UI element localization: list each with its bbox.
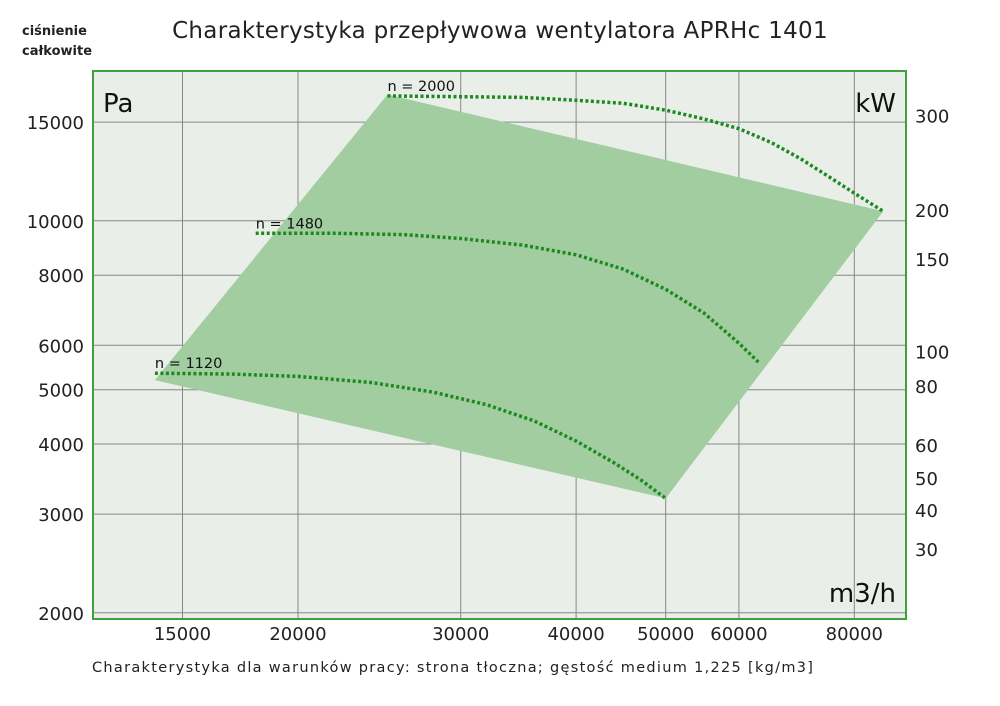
y-axis-title-line-2: całkowite [22, 44, 93, 59]
chart-subtitle: Charakterystyka dla warunków pracy: stro… [92, 660, 815, 676]
x-tick-label: 40000 [547, 624, 604, 645]
y-tick-label: 4000 [38, 435, 84, 456]
y-axis-title-line-1: ciśnienie [22, 24, 87, 39]
y-tick-label: 10000 [27, 212, 84, 233]
x-tick-label: 50000 [637, 624, 694, 645]
y2-tick-label: 40 [915, 501, 938, 522]
x-tick-label: 20000 [269, 624, 326, 645]
y-unit-label: Pa [103, 89, 133, 119]
y2-tick-label: 80 [915, 377, 938, 398]
x-tick-label: 15000 [154, 624, 211, 645]
plot-frame [92, 70, 907, 620]
y-tick-label: 15000 [27, 113, 84, 134]
speed-curve-3 [154, 371, 667, 500]
y-axis-title: ciśnienie całkowite [22, 22, 92, 62]
y2-tick-label: 50 [915, 469, 938, 490]
x-tick-label: 30000 [432, 624, 489, 645]
operating-region [154, 94, 884, 499]
x-unit-label: m3/h [829, 579, 896, 609]
y2-tick-label: 60 [915, 436, 938, 457]
x-tick-label: 60000 [710, 624, 767, 645]
y-tick-label: 3000 [38, 505, 84, 526]
speed-curve-label: n = 1480 [256, 216, 323, 232]
y-tick-label: 8000 [38, 266, 84, 287]
speed-curve-2 [255, 231, 760, 364]
y2-tick-label: 100 [915, 342, 949, 363]
y2-tick-label: 300 [915, 107, 949, 128]
y2-tick-label: 150 [915, 250, 949, 271]
y-tick-label: 6000 [38, 336, 84, 357]
x-tick-label: 80000 [826, 624, 883, 645]
speed-curve-label: n = 2000 [388, 79, 455, 95]
y2-tick-label: 200 [915, 201, 949, 222]
y2-tick-label: 30 [915, 540, 938, 561]
speed-curve-label: n = 1120 [155, 356, 222, 372]
chart-title: Charakterystyka przepływowa wentylatora … [172, 18, 828, 44]
y2-unit-label: kW [855, 89, 896, 119]
y-tick-label: 5000 [38, 381, 84, 402]
y-tick-label: 2000 [38, 604, 84, 625]
